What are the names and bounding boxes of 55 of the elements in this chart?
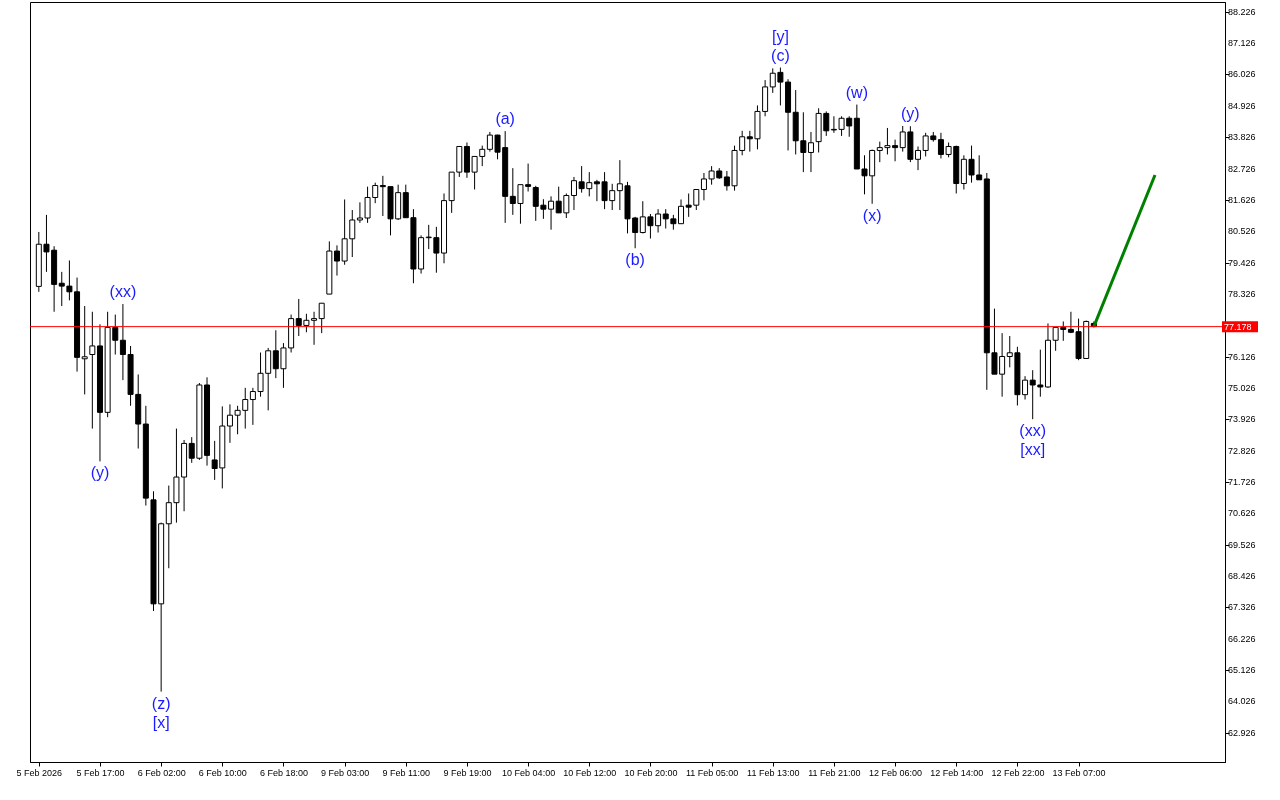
annotation: (z) <box>151 694 171 712</box>
x-tick-label: 10 Feb 04:00 <box>502 767 556 778</box>
annotation: (b) <box>625 251 645 269</box>
y-tick-label: 88.226 <box>1228 6 1256 17</box>
y-tick-label: 65.126 <box>1228 665 1256 676</box>
annotation: (w) <box>845 83 868 101</box>
x-tick-label: 9 Feb 11:00 <box>382 767 430 778</box>
y-tick-label: 84.926 <box>1228 100 1256 111</box>
x-tick-label: 11 Feb 21:00 <box>808 767 861 778</box>
y-tick-label: 82.726 <box>1228 163 1256 174</box>
y-tick-label: 80.526 <box>1228 226 1256 237</box>
annotation: (x) <box>862 206 882 224</box>
y-tick-label: 76.126 <box>1228 351 1256 362</box>
x-tick-label: 11 Feb 13:00 <box>747 767 800 778</box>
annotation: (y) <box>901 105 920 123</box>
y-tick-label: 62.926 <box>1228 727 1256 738</box>
x-tick-label: 10 Feb 12:00 <box>563 767 617 778</box>
ref-line-label: 77.178 <box>1224 321 1252 332</box>
annotation: (y) <box>90 464 110 482</box>
y-tick-label: 66.226 <box>1228 633 1256 644</box>
x-tick-label: 10 Feb 20:00 <box>624 767 678 778</box>
y-tick-label: 64.026 <box>1228 696 1256 707</box>
y-tick-label: 75.026 <box>1228 382 1256 393</box>
y-tick-label: 73.926 <box>1228 414 1256 425</box>
x-tick-label: 11 Feb 05:00 <box>685 767 739 778</box>
y-tick-label: 69.526 <box>1228 539 1256 550</box>
y-tick-label: 79.426 <box>1228 257 1256 268</box>
y-tick-label: 71.726 <box>1228 476 1256 487</box>
y-tick-label: 68.426 <box>1228 571 1256 582</box>
x-tick-label: 6 Feb 18:00 <box>259 767 308 778</box>
annotation: [y] <box>771 27 789 45</box>
annotation: [x] <box>152 713 170 731</box>
y-tick-label: 86.026 <box>1228 69 1256 80</box>
y-tick-label: 72.826 <box>1228 445 1256 456</box>
x-tick-label: 9 Feb 03:00 <box>321 767 370 778</box>
y-tick-label: 78.326 <box>1228 288 1256 299</box>
x-tick-label: 12 Feb 14:00 <box>930 767 984 778</box>
x-tick-label: 9 Feb 19:00 <box>443 767 492 778</box>
annotation: (a) <box>495 110 515 128</box>
y-tick-label: 67.326 <box>1228 602 1256 613</box>
annotation: (c) <box>771 46 790 64</box>
annotation: [xx] <box>1020 441 1046 459</box>
annotation: (xx) <box>109 283 137 301</box>
annotation: (xx) <box>1019 422 1047 440</box>
y-tick-label: 81.626 <box>1228 194 1256 205</box>
x-tick-label: 12 Feb 06:00 <box>869 767 923 778</box>
x-tick-label: 6 Feb 02:00 <box>137 767 186 778</box>
x-tick-label: 5 Feb 2026 <box>16 767 63 778</box>
x-tick-label: 12 Feb 22:00 <box>991 767 1045 778</box>
x-tick-label: 13 Feb 07:00 <box>1052 767 1106 778</box>
y-tick-label: 83.826 <box>1228 132 1256 143</box>
x-tick-label: 6 Feb 10:00 <box>198 767 247 778</box>
y-tick-label: 70.626 <box>1228 508 1256 519</box>
y-tick-label: 87.126 <box>1228 38 1256 49</box>
x-tick-label: 5 Feb 17:00 <box>76 767 125 778</box>
